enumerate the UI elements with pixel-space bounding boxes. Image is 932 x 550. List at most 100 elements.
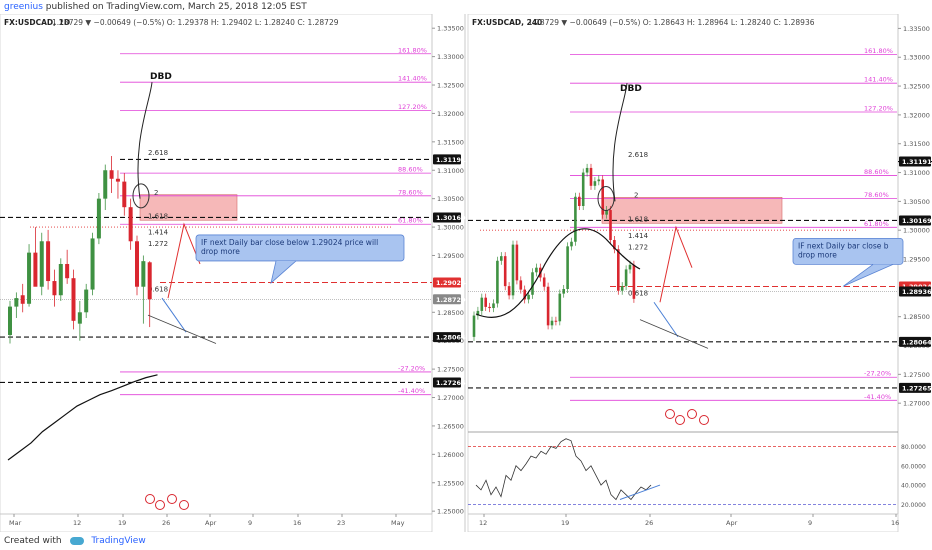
y-tick-label: 1.26000 [437, 451, 464, 459]
candle-body [90, 238, 95, 290]
price-tag [433, 332, 461, 343]
ohlc-values: 1.28729 ▼ −0.00649 (−0.5%) O: 1.29378 H:… [52, 18, 339, 27]
price-tag-label: 1.31191 [902, 158, 932, 166]
candle-body [8, 306, 12, 336]
candle-body [605, 210, 608, 215]
economic-event-icon [675, 415, 685, 425]
price-tag [899, 382, 931, 393]
charts-area[interactable]: FX:USDCAD, 1D1.28729 ▼ −0.00649 (−0.5%) … [0, 14, 932, 532]
extension-label: 1.272 [628, 243, 648, 251]
candle-body [593, 181, 597, 186]
price-tag [433, 377, 461, 388]
price-tag [433, 154, 461, 165]
price-tag-label: 1.28064 [902, 338, 932, 346]
candle-body [566, 246, 569, 290]
price-tag-label: 1.31191 [436, 156, 466, 164]
y-tick-label: 1.32000 [903, 111, 930, 119]
fib-level-label: 141.40% [398, 75, 427, 83]
candle-body [115, 178, 120, 182]
fib-level-label: 61.80% [864, 220, 889, 228]
dbd-curve [137, 82, 153, 199]
candle-body [14, 298, 19, 307]
economic-event-icon [699, 415, 709, 425]
fib-level-label: -27.20% [864, 370, 891, 378]
y-tick-label: 1.25000 [437, 508, 464, 516]
candle-body [562, 289, 565, 294]
candle-body [632, 264, 636, 299]
daily-chart-panel: FX:USDCAD, 1D1.28729 ▼ −0.00649 (−0.5%) … [0, 14, 466, 532]
candle-body [597, 179, 601, 182]
x-tick-label: 19 [561, 519, 569, 527]
tradingview-logo-icon [70, 536, 85, 545]
y-tick-label: 1.33500 [437, 25, 464, 33]
oscillator-tick-label: 40.0000 [901, 483, 926, 490]
y-tick-label: 1.26500 [437, 422, 464, 430]
x-tick-label: 9 [808, 519, 812, 527]
price-tag-label: 1.29024 [436, 279, 466, 287]
fib-level-label: 78.60% [864, 191, 889, 199]
fib-level-label: 161.80% [864, 47, 893, 55]
moving-average-line [7, 374, 158, 461]
dbd-label: DBD [150, 72, 172, 82]
tradingview-brand[interactable]: TradingView [91, 536, 146, 546]
price-tag-label: 1.30169 [436, 214, 466, 222]
candle-body [558, 293, 562, 322]
note-callout-pointer [270, 260, 297, 285]
note-text: drop more [798, 250, 837, 259]
ohlc-values: 1.28729 ▼ −0.00649 (−0.5%) O: 1.28643 H:… [528, 18, 815, 27]
note-callout [195, 234, 405, 262]
candle-body [71, 278, 76, 321]
fib-level-label: 127.20% [864, 105, 893, 113]
price-tag-label: 1.28064 [436, 334, 466, 342]
y-tick-label: 1.30000 [903, 227, 930, 235]
x-tick-label: Apr [205, 519, 217, 527]
y-tick-label: 1.27000 [903, 400, 930, 408]
price-tag [433, 277, 461, 288]
dbd-label: DBD [620, 84, 642, 94]
price-tag-label: 1.28936 [902, 288, 932, 296]
fib-level-label: 88.60% [864, 168, 889, 176]
price-tag [899, 286, 931, 297]
y-tick-label: 1.30000 [437, 224, 464, 232]
note-text: drop more [201, 247, 240, 256]
price-tag [433, 212, 461, 223]
note-callout [792, 237, 904, 265]
fib-level-label: 161.80% [398, 46, 427, 54]
author-link[interactable]: greenius [4, 2, 43, 12]
y-tick-label: 1.33000 [437, 53, 464, 61]
candle-body [109, 170, 114, 179]
x-tick-label: 16 [293, 519, 301, 527]
extension-label: 2 [154, 189, 158, 197]
trend-line [639, 319, 709, 349]
economic-event-icon [167, 494, 177, 504]
y-tick-label: 1.31500 [437, 138, 464, 146]
oscillator-divergence-line [619, 484, 661, 500]
y-tick-label: 1.31500 [903, 140, 930, 148]
candle-body [141, 261, 146, 287]
y-tick-label: 1.30500 [903, 198, 930, 206]
candle-body [103, 170, 108, 199]
candle-body [472, 315, 476, 337]
candle-body [613, 240, 616, 250]
red-scenario-arrow [659, 225, 693, 303]
x-tick-label: 16 [891, 519, 899, 527]
candle-body [496, 260, 499, 304]
economic-event-icon [155, 500, 165, 510]
candle-body [480, 297, 484, 311]
y-tick-label: 1.27500 [903, 371, 930, 379]
oscillator-tick-label: 60.0000 [901, 463, 926, 470]
candle-body [33, 252, 38, 287]
blue-scenario-arrow [161, 297, 187, 333]
candle-body [52, 281, 57, 296]
y-tick-label: 1.33500 [903, 25, 930, 33]
candle-body [503, 256, 507, 287]
y-tick-label: 1.27500 [437, 366, 464, 374]
y-tick-label: 1.30500 [437, 195, 464, 203]
note-text: IF next Daily bar close b [798, 241, 889, 250]
symbol-title: FX:USDCAD, 240 [472, 18, 542, 27]
candle-body [39, 241, 44, 287]
price-tag [899, 336, 931, 347]
note-callout-pointer [842, 264, 894, 287]
fib-level-label: -27.20% [398, 364, 425, 372]
